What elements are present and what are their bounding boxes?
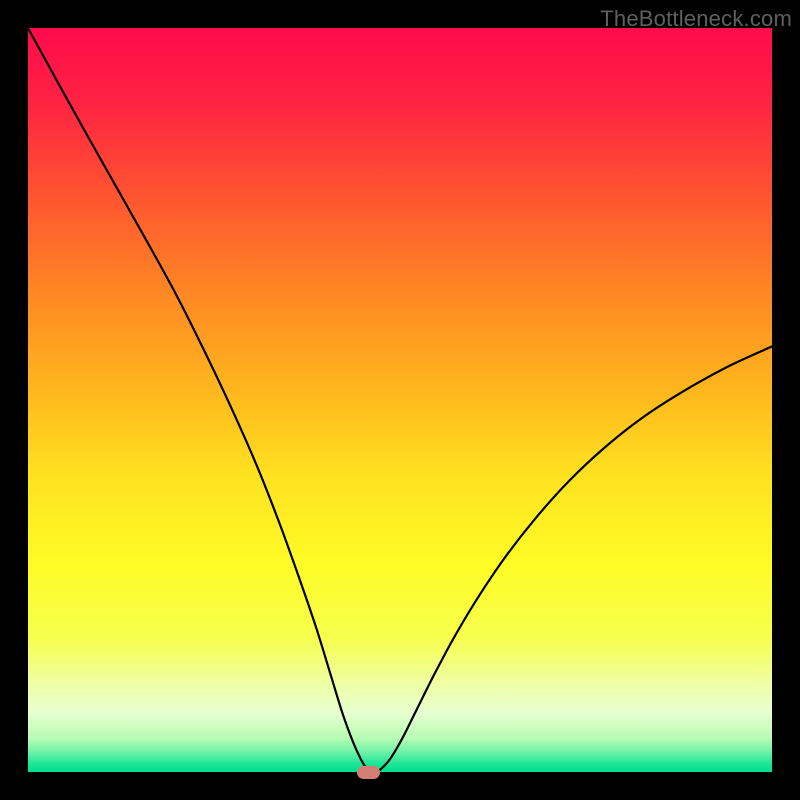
bottleneck-chart: TheBottleneck.com: [0, 0, 800, 800]
plot-area: [28, 28, 772, 772]
watermark-text: TheBottleneck.com: [600, 6, 792, 32]
bottleneck-curve: [28, 28, 772, 772]
curve-layer: [28, 28, 772, 772]
optimal-point-marker: [357, 766, 380, 779]
